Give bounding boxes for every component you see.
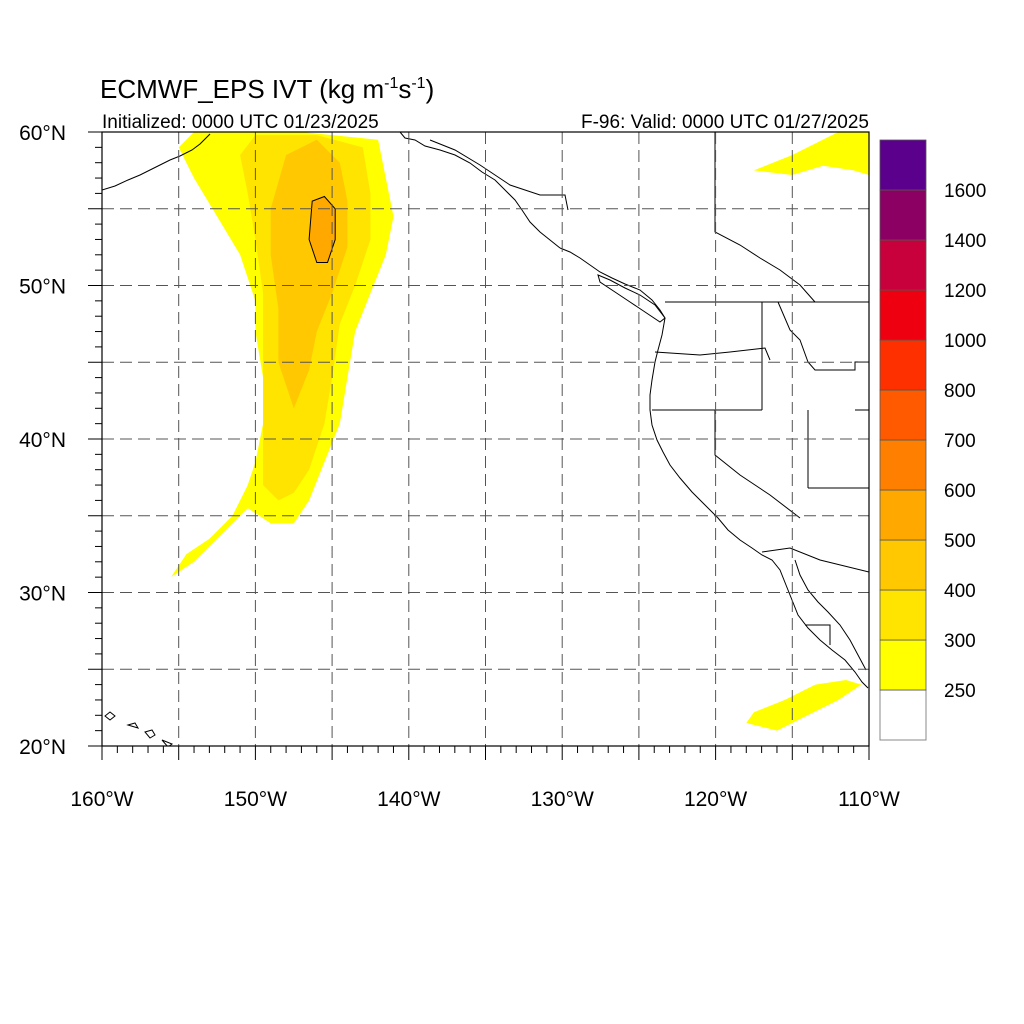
nv-ut-az	[808, 409, 869, 489]
ca-nv-border	[714, 410, 801, 519]
y-tick-label: 60°N	[19, 122, 66, 145]
colorbar-box-600	[879, 439, 927, 491]
colorbar-box-1200	[879, 239, 927, 291]
colorbar: 250 300 400 500 600 700 800 1000 1200 1400 1600	[879, 139, 986, 741]
colorbar-label: 250	[944, 681, 976, 702]
subtitle-left: Initialized: 0000 UTC 01/23/2025	[102, 112, 379, 133]
x-tick-label: 140°W	[377, 788, 440, 811]
colorbar-box-250	[879, 639, 927, 691]
hawaii-islands	[104, 711, 174, 746]
colorbar-label: 600	[944, 481, 976, 502]
colorbar-label: 700	[944, 431, 976, 452]
alaska-peninsula-coast	[102, 133, 211, 191]
alaska-south-coast	[399, 132, 561, 249]
y-tick-label: 40°N	[19, 429, 66, 452]
y-tick-label: 50°N	[19, 276, 66, 299]
y-tick-label: 20°N	[19, 736, 66, 759]
y-axis-labels: 60°N 50°N 40°N 30°N 20°N	[19, 122, 66, 759]
coastlines	[102, 132, 869, 746]
colorbar-box-500	[879, 489, 927, 541]
x-tick-label: 110°W	[838, 788, 900, 811]
colorbar-box-below	[879, 689, 927, 741]
wa-or-border	[654, 347, 771, 361]
us-west-coast	[649, 317, 869, 689]
colorbar-box-1000	[879, 289, 927, 341]
colorbar-box-400	[879, 539, 927, 591]
y-tick-label: 30°N	[19, 583, 66, 606]
colorbar-label: 800	[944, 381, 976, 402]
ivt-region-250-5	[746, 680, 862, 731]
axis-ticks	[88, 131, 870, 760]
colorbar-label: 500	[944, 531, 976, 552]
ivt-region-250-4	[753, 132, 869, 175]
colorbar-box-800	[879, 339, 927, 391]
colorbar-label: 1400	[944, 231, 986, 252]
lat-lon-grid	[102, 132, 869, 746]
mexico-border	[761, 547, 869, 573]
colorbar-label: 1600	[944, 181, 986, 202]
bc-coast	[559, 247, 666, 319]
ivt-region-500-3	[308, 195, 336, 263]
colorbar-box-300	[879, 589, 927, 641]
colorbar-box-1400	[879, 189, 927, 241]
colorbar-label: 300	[944, 631, 976, 652]
map-title: ECMWF_EPS IVT (kg m-1s-1)	[100, 74, 434, 104]
x-tick-label: 120°W	[684, 788, 747, 811]
title-sup-2: -1	[411, 75, 425, 92]
x-tick-label: 150°W	[224, 788, 287, 811]
baja-east-coast	[794, 559, 867, 671]
colorbar-label: 1200	[944, 281, 986, 302]
colorbar-box-700	[879, 389, 927, 441]
subtitle-right: F-96: Valid: 0000 UTC 01/27/2025	[581, 112, 869, 133]
x-axis-labels: 160°W 150°W 140°W 130°W 120°W 110°W	[70, 788, 900, 811]
x-tick-label: 130°W	[531, 788, 594, 811]
idaho-border	[761, 301, 869, 410]
alaska-bc-border	[429, 139, 569, 211]
colorbar-box-1600	[879, 139, 927, 191]
political-borders	[429, 132, 869, 645]
x-tick-label: 160°W	[70, 788, 133, 811]
title-sup-1: -1	[384, 75, 398, 92]
colorbar-label: 400	[944, 581, 976, 602]
ivt-field	[171, 132, 869, 731]
vancouver-island	[597, 274, 666, 323]
baja-border	[805, 624, 831, 645]
colorbar-label: 1000	[944, 331, 986, 352]
canada-inner	[714, 132, 816, 303]
